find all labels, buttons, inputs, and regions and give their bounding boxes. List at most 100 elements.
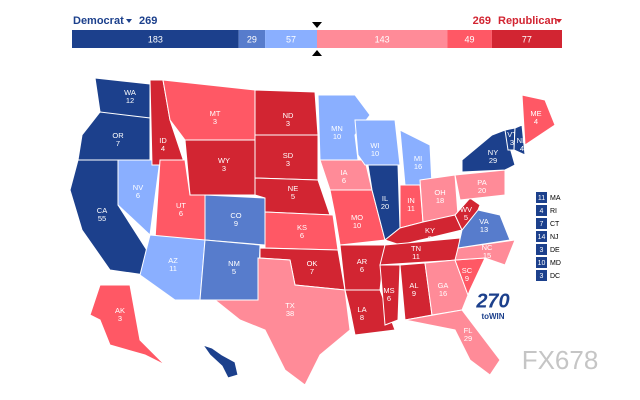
state-abbr: VA bbox=[479, 217, 488, 226]
midpoint-marker bbox=[312, 50, 322, 56]
state-votes: 6 bbox=[342, 176, 346, 185]
state-votes: 7 bbox=[116, 139, 120, 148]
state-abbr: OH bbox=[434, 188, 445, 197]
state-abbr: IL bbox=[382, 194, 388, 203]
state[interactable] bbox=[344, 289, 396, 336]
state[interactable] bbox=[379, 264, 401, 326]
us-map: WA12OR7CA55NV6ID4MT3WY3UT6AZ11CO9NM5ND3S… bbox=[69, 77, 556, 386]
state-votes: 29 bbox=[464, 334, 472, 343]
state-abbr: GA bbox=[438, 281, 449, 290]
state-votes: 9 bbox=[234, 219, 238, 228]
state-votes: 4 bbox=[520, 144, 524, 153]
state-votes: 11 bbox=[169, 264, 177, 273]
state-abbr: TX bbox=[285, 301, 295, 310]
state-abbr: AK bbox=[115, 306, 125, 315]
state-votes: 6 bbox=[360, 265, 364, 274]
state[interactable] bbox=[454, 169, 506, 201]
segment-label: 49 bbox=[465, 34, 475, 44]
state-votes: 11 bbox=[412, 252, 420, 261]
small-state-box[interactable] bbox=[536, 218, 547, 229]
midpoint-marker bbox=[312, 22, 322, 28]
state-abbr: WI bbox=[370, 141, 379, 150]
state-abbr: PA bbox=[477, 178, 486, 187]
state[interactable] bbox=[454, 239, 516, 266]
state-votes: 55 bbox=[98, 214, 106, 223]
state-votes: 6 bbox=[179, 209, 183, 218]
segment-label: 57 bbox=[286, 34, 296, 44]
state[interactable] bbox=[404, 309, 501, 376]
state[interactable] bbox=[149, 79, 186, 166]
dem-label[interactable]: Democrat bbox=[73, 15, 124, 27]
small-state-abbr: DE bbox=[550, 247, 560, 254]
small-state-abbr: RI bbox=[550, 208, 557, 215]
state-abbr: MO bbox=[351, 213, 363, 222]
small-state-box[interactable] bbox=[536, 270, 547, 281]
state-abbr: WA bbox=[124, 88, 136, 97]
bar-segment bbox=[491, 30, 562, 48]
bar-segment bbox=[317, 30, 448, 48]
state-abbr: SC bbox=[462, 266, 473, 275]
logo-number: 270 bbox=[475, 290, 509, 312]
state-votes: 3 bbox=[510, 138, 514, 147]
state[interactable] bbox=[199, 239, 261, 301]
state[interactable] bbox=[513, 124, 526, 156]
state[interactable] bbox=[521, 94, 556, 146]
logo-text: toWIN bbox=[481, 312, 504, 321]
small-states: 11 MA 4 RI 7 CT 14 NJ 3 DE 10 MD 3 DC bbox=[536, 192, 561, 281]
dropdown-arrow[interactable] bbox=[126, 19, 132, 23]
state[interactable] bbox=[424, 259, 469, 316]
dropdown-arrow[interactable] bbox=[556, 19, 562, 23]
state-abbr: SD bbox=[283, 151, 294, 160]
state-votes: 3 bbox=[286, 119, 290, 128]
state-votes: 4 bbox=[161, 144, 165, 153]
small-state-votes: 7 bbox=[540, 221, 544, 228]
state-abbr: ID bbox=[159, 136, 167, 145]
state-votes: 15 bbox=[483, 251, 491, 260]
watermark: FX678 bbox=[522, 345, 599, 375]
state-votes: 11 bbox=[407, 204, 415, 213]
state-abbr: CA bbox=[97, 206, 107, 215]
state[interactable] bbox=[201, 344, 239, 379]
state-votes: 10 bbox=[353, 221, 361, 230]
vote-bar: 183 29 57 143 49 77 bbox=[72, 30, 562, 48]
small-state-abbr: MA bbox=[550, 195, 561, 202]
state[interactable] bbox=[184, 139, 256, 196]
state[interactable] bbox=[213, 257, 351, 386]
state-abbr: VT bbox=[507, 130, 517, 139]
state-abbr: NV bbox=[133, 183, 143, 192]
state-abbr: AL bbox=[409, 281, 418, 290]
small-state-abbr: NJ bbox=[550, 234, 559, 241]
state-votes: 6 bbox=[387, 294, 391, 303]
small-state-votes: 11 bbox=[538, 195, 545, 202]
state-abbr: AR bbox=[357, 257, 368, 266]
state-votes: 10 bbox=[333, 132, 341, 141]
state[interactable] bbox=[461, 129, 516, 173]
bar-segment bbox=[238, 30, 266, 48]
state-abbr: OR bbox=[112, 131, 124, 140]
segment-label: 29 bbox=[247, 34, 257, 44]
rep-label[interactable]: Republican bbox=[498, 15, 558, 27]
small-state-box[interactable] bbox=[536, 192, 547, 203]
dem-total: 269 bbox=[139, 15, 157, 27]
state[interactable] bbox=[454, 197, 481, 231]
small-state-abbr: MD bbox=[550, 260, 561, 267]
state-abbr: NY bbox=[488, 148, 498, 157]
small-state-abbr: CT bbox=[550, 221, 560, 228]
state-abbr: TN bbox=[411, 244, 421, 253]
state[interactable] bbox=[329, 189, 386, 246]
state[interactable] bbox=[89, 284, 166, 366]
state-abbr: KS bbox=[297, 223, 307, 232]
state-votes: 29 bbox=[489, 156, 497, 165]
small-state-box[interactable] bbox=[536, 244, 547, 255]
state-votes: 4 bbox=[216, 371, 220, 380]
small-state-box[interactable] bbox=[536, 205, 547, 216]
small-state-box[interactable] bbox=[536, 231, 547, 242]
state-votes: 4 bbox=[534, 117, 538, 126]
small-state-box[interactable] bbox=[536, 257, 547, 268]
state-votes: 6 bbox=[300, 231, 304, 240]
state-votes: 5 bbox=[464, 213, 468, 222]
small-state-votes: 3 bbox=[540, 273, 544, 280]
state-abbr: IN bbox=[407, 196, 415, 205]
state-abbr: NH bbox=[517, 136, 528, 145]
